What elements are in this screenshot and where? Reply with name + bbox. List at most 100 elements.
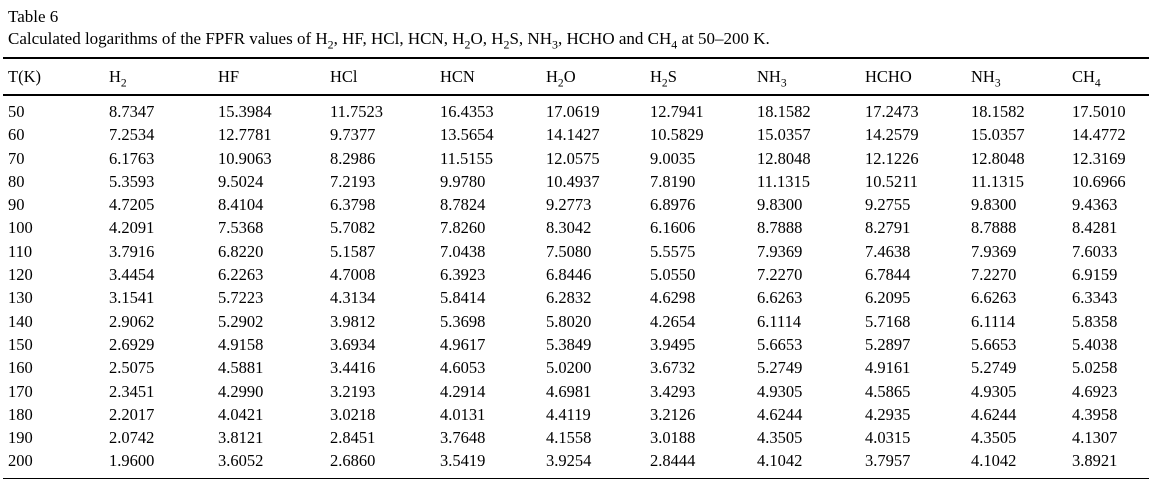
value-cell: 6.3923 (440, 265, 486, 285)
value-cell: 6.1606 (650, 218, 696, 238)
value-cell: 5.7223 (218, 288, 264, 308)
value-cell: 3.4416 (330, 358, 376, 378)
value-cell: 9.2773 (546, 195, 592, 215)
value-cell: 8.7888 (757, 218, 803, 238)
value-cell: 6.9159 (1072, 265, 1118, 285)
value-cell: 5.2902 (218, 311, 264, 331)
value-cell: 8.7347 (109, 102, 155, 121)
table-row: 60 7.2534 12.7781 9.7377 13.5654 14.1427 10.58… (3, 123, 1149, 146)
value-cell: 9.8300 (971, 195, 1017, 215)
column-header-temperature: T(K) (3, 58, 104, 96)
value-cell: 4.1042 (971, 451, 1017, 471)
value-cell: 6.6263 (971, 288, 1017, 308)
value-cell: 4.7008 (330, 265, 376, 285)
temperature-cell: 60 (8, 125, 25, 145)
table-caption: Calculated logarithms of the FPFR values… (8, 29, 770, 52)
value-cell: 3.0218 (330, 404, 376, 424)
value-cell: 5.0258 (1072, 358, 1118, 378)
value-cell: 6.8220 (218, 241, 264, 261)
value-cell: 3.7957 (865, 451, 911, 471)
value-cell: 5.1587 (330, 241, 376, 261)
value-cell: 5.2749 (757, 358, 803, 378)
value-cell: 4.9305 (971, 381, 1017, 401)
value-cell: 6.1763 (109, 148, 155, 168)
value-cell: 5.3593 (109, 171, 155, 191)
value-cell: 7.2270 (757, 265, 803, 285)
value-cell: 15.0357 (971, 125, 1025, 145)
value-cell: 4.4119 (546, 404, 591, 424)
value-cell: 14.4772 (1072, 125, 1126, 145)
value-cell: 4.3505 (971, 428, 1017, 448)
data-table: T(K) H2 HF HCl HCN H2O H2S NH3 HCHO NH3 CH4 50 8.73… (3, 57, 1149, 479)
value-cell: 5.7168 (865, 311, 911, 331)
table-row: 160 2.5075 4.5881 3.4416 4.6053 5.0200 3.6732 5… (3, 356, 1149, 379)
value-cell: 4.2914 (440, 381, 486, 401)
value-cell: 2.8444 (650, 451, 696, 471)
table-row: 130 3.1541 5.7223 4.3134 5.8414 6.2832 4.6298 6… (3, 286, 1149, 309)
value-cell: 11.7523 (330, 102, 384, 121)
value-cell: 2.6860 (330, 451, 376, 471)
value-cell: 5.6653 (971, 334, 1017, 354)
value-cell: 4.7205 (109, 195, 155, 215)
value-cell: 8.2791 (865, 218, 911, 238)
value-cell: 12.0575 (546, 148, 600, 168)
table-row: 170 2.3451 4.2990 3.2193 4.2914 4.6981 3.4293 4… (3, 380, 1149, 403)
value-cell: 6.8976 (650, 195, 696, 215)
value-cell: 3.7648 (440, 428, 486, 448)
value-cell: 5.4038 (1072, 334, 1118, 354)
value-cell: 1.9600 (109, 451, 155, 471)
value-cell: 3.4293 (650, 381, 696, 401)
table-row: 190 2.0742 3.8121 2.8451 3.7648 4.1558 3.0188 4… (3, 426, 1149, 449)
value-cell: 4.6053 (440, 358, 486, 378)
value-cell: 7.9369 (757, 241, 803, 261)
value-cell: 3.6934 (330, 334, 376, 354)
value-cell: 12.3169 (1072, 148, 1126, 168)
table-row: 100 4.2091 7.5368 5.7082 7.8260 8.3042 6.1606 8… (3, 216, 1149, 239)
value-cell: 3.9812 (330, 311, 376, 331)
value-cell: 11.5155 (440, 148, 494, 168)
value-cell: 4.0131 (440, 404, 486, 424)
value-cell: 4.1558 (546, 428, 592, 448)
column-header-6: H2S (645, 58, 752, 96)
value-cell: 14.2579 (865, 125, 919, 145)
value-cell: 7.6033 (1072, 241, 1118, 261)
value-cell: 6.8446 (546, 265, 592, 285)
value-cell: 6.2263 (218, 265, 264, 285)
table-row: 180 2.2017 4.0421 3.0218 4.0131 4.4119 3.2126 4… (3, 403, 1149, 426)
value-cell: 2.3451 (109, 381, 155, 401)
value-cell: 7.2270 (971, 265, 1017, 285)
table-header: T(K) H2 HF HCl HCN H2O H2S NH3 HCHO NH3 CH4 (3, 58, 1149, 96)
value-cell: 4.9305 (757, 381, 803, 401)
value-cell: 4.6244 (971, 404, 1017, 424)
value-cell: 10.6966 (1072, 171, 1126, 191)
value-cell: 5.8020 (546, 311, 592, 331)
temperature-cell: 70 (8, 148, 25, 168)
value-cell: 16.4353 (440, 102, 494, 121)
value-cell: 7.4638 (865, 241, 911, 261)
temperature-cell: 140 (8, 311, 33, 331)
temperature-cell: 120 (8, 265, 33, 285)
table-row: 200 1.9600 3.6052 2.6860 3.5419 3.9254 2.8444 4… (3, 449, 1149, 478)
table-row: 150 2.6929 4.9158 3.6934 4.9617 5.3849 3.9495 5… (3, 333, 1149, 356)
value-cell: 6.7844 (865, 265, 911, 285)
temperature-cell: 170 (8, 381, 33, 401)
value-cell: 11.1315 (971, 171, 1025, 191)
value-cell: 4.5865 (865, 381, 911, 401)
value-cell: 5.3849 (546, 334, 592, 354)
column-header-8: HCHO (860, 58, 966, 96)
value-cell: 12.8048 (971, 148, 1025, 168)
value-cell: 17.2473 (865, 102, 919, 121)
value-cell: 4.2935 (865, 404, 911, 424)
value-cell: 6.6263 (757, 288, 803, 308)
value-cell: 7.0438 (440, 241, 486, 261)
value-cell: 6.1114 (757, 311, 802, 331)
value-cell: 3.6052 (218, 451, 264, 471)
value-cell: 5.5575 (650, 241, 696, 261)
value-cell: 3.8121 (218, 428, 264, 448)
value-cell: 5.7082 (330, 218, 376, 238)
temperature-cell: 180 (8, 404, 33, 424)
value-cell: 7.2193 (330, 171, 376, 191)
value-cell: 6.1114 (971, 311, 1016, 331)
value-cell: 7.9369 (971, 241, 1017, 261)
